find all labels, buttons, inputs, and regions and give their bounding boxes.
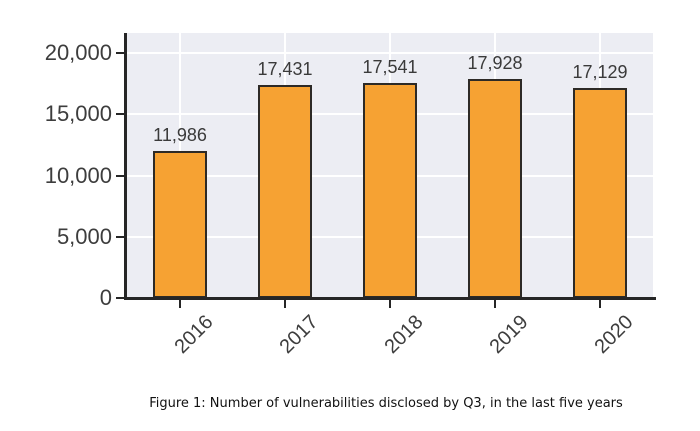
bar-value-label: 17,541 xyxy=(362,57,418,78)
bar-2016 xyxy=(153,151,207,298)
y-tick-label: 10,000 xyxy=(44,163,112,188)
x-axis-tick xyxy=(389,300,391,308)
y-axis-tick xyxy=(116,236,124,238)
y-tick-label: 20,000 xyxy=(44,40,112,65)
x-tick-label-2017: 2017 xyxy=(275,311,323,359)
y-axis-tick xyxy=(116,113,124,115)
bar-value-label: 17,129 xyxy=(572,62,628,83)
x-axis-tick xyxy=(179,300,181,308)
x-axis-tick xyxy=(494,300,496,308)
y-axis-tick xyxy=(116,297,124,299)
bar-2019 xyxy=(468,79,522,298)
y-axis-spine xyxy=(124,33,127,300)
bar-2020 xyxy=(573,88,627,298)
plot-area: 11,986 17,431 17,541 17,928 17,129 xyxy=(127,33,653,298)
bar-value-label: 11,986 xyxy=(153,125,207,146)
x-axis-spine xyxy=(124,297,656,300)
bar-2018 xyxy=(363,83,417,298)
x-tick-label-2016: 2016 xyxy=(170,311,218,359)
y-tick-label: 15,000 xyxy=(44,101,112,126)
x-axis-tick xyxy=(284,300,286,308)
x-tick-label-2020: 2020 xyxy=(590,311,638,359)
bar-2017 xyxy=(258,85,312,298)
x-tick-label-2018: 2018 xyxy=(380,311,428,359)
figure-caption: Figure 1: Number of vulnerabilities disc… xyxy=(149,396,623,411)
bar-value-label: 17,431 xyxy=(257,59,313,80)
bar-value-label: 17,928 xyxy=(467,53,523,74)
x-axis-tick xyxy=(599,300,601,308)
y-axis-tick xyxy=(116,175,124,177)
y-tick-label: 5,000 xyxy=(56,224,112,249)
y-axis-tick xyxy=(116,52,124,54)
y-tick-label: 0 xyxy=(99,285,112,310)
x-tick-label-2019: 2019 xyxy=(485,311,533,359)
